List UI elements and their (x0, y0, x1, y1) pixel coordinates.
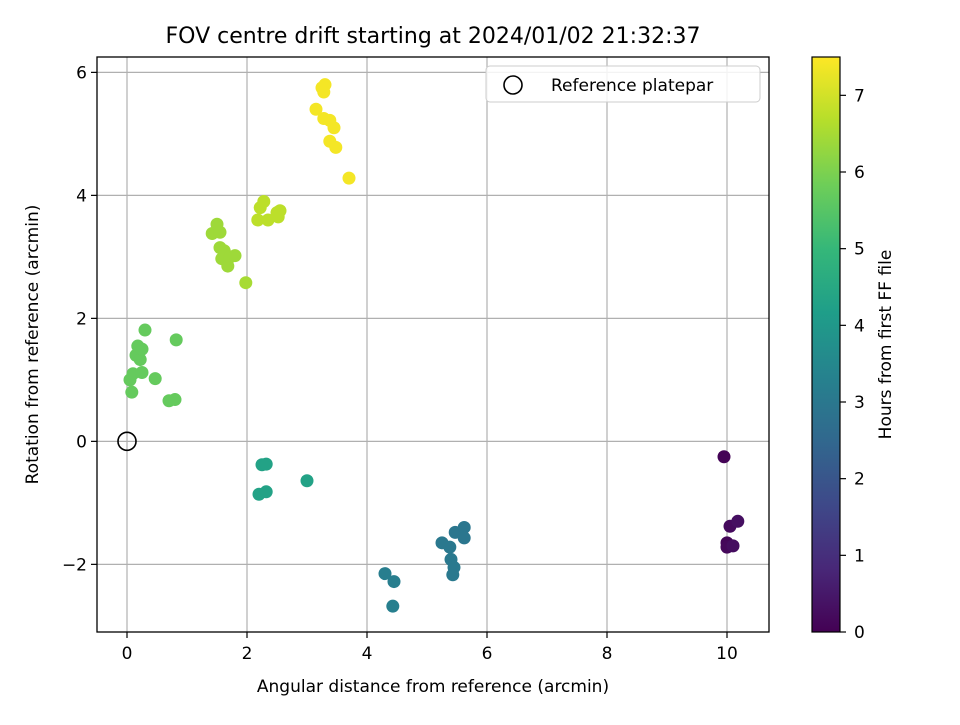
colorbar-label: Hours from first FF file (876, 250, 896, 440)
data-point (257, 195, 271, 209)
y-tick-label: 2 (76, 309, 87, 329)
plot-frame (96, 56, 770, 633)
data-point (446, 568, 460, 582)
x-tick-label: 6 (482, 644, 493, 664)
reference-platepar-marker (117, 431, 137, 452)
data-point (251, 213, 265, 227)
colorbar-tick-label: 5 (854, 240, 865, 260)
data-point (125, 385, 139, 399)
y-axis-label: Rotation from reference (arcmin) (23, 205, 43, 485)
colorbar-frame (811, 56, 841, 633)
data-point (169, 333, 183, 347)
data-point (717, 450, 731, 464)
colorbar-tick-label: 3 (854, 393, 865, 413)
data-point (378, 567, 392, 581)
legend-entry: Reference platepar (551, 76, 713, 96)
data-point (259, 457, 273, 471)
colorbar-tick-label: 1 (854, 546, 865, 566)
data-point (300, 474, 314, 488)
chart-title: FOV centre drift starting at 2024/01/02 … (166, 24, 701, 49)
y-tick-label: 4 (76, 186, 87, 206)
y-tick-label: 6 (76, 63, 87, 83)
colorbar-tick-label: 6 (854, 163, 865, 183)
data-point (317, 85, 331, 99)
x-tick-label: 0 (122, 644, 133, 664)
data-point (457, 531, 471, 545)
colorbar-ticks: 0 1 2 3 4 5 6 7 (840, 86, 865, 643)
legend: Reference platepar (485, 65, 761, 103)
data-point (273, 204, 287, 218)
data-point (135, 342, 149, 356)
data-point (329, 140, 343, 154)
colorbar-tick-label: 7 (854, 86, 865, 106)
colorbar-tick-label: 2 (854, 470, 865, 490)
data-point (135, 365, 149, 379)
y-tick-label: −2 (62, 555, 87, 575)
data-point (259, 485, 273, 499)
data-point (309, 102, 323, 116)
data-point (387, 575, 401, 589)
data-point (148, 372, 162, 386)
data-point (133, 353, 147, 367)
colorbar: 0 1 2 3 4 5 6 7 Hours from first FF file (811, 56, 896, 643)
x-tick-label: 10 (716, 644, 738, 664)
legend-marker (503, 75, 523, 95)
x-tick-label: 4 (362, 644, 373, 664)
data-point (261, 213, 275, 227)
x-tick-label: 8 (602, 644, 613, 664)
data-points (123, 78, 745, 613)
data-point (457, 520, 471, 534)
data-point (386, 599, 400, 613)
data-point (342, 171, 356, 185)
y-tick-label: 0 (76, 432, 87, 452)
data-point (726, 539, 740, 553)
data-point (228, 249, 242, 263)
y-axis-ticks: −2 0 2 4 6 (62, 63, 97, 575)
data-point (213, 225, 227, 239)
data-point (168, 393, 182, 407)
data-point (443, 540, 457, 554)
legend-box (485, 65, 761, 103)
colorbar-tick-label: 4 (854, 316, 865, 336)
x-axis-ticks: 0 2 4 6 8 10 (122, 632, 738, 664)
data-point (239, 276, 253, 290)
colorbar-tick-label: 0 (854, 623, 865, 643)
x-axis-label: Angular distance from reference (arcmin) (257, 677, 609, 697)
data-point (327, 121, 341, 135)
colorbar-gradient (812, 57, 840, 632)
x-tick-label: 2 (242, 644, 253, 664)
data-point (731, 514, 745, 528)
data-point (138, 323, 152, 337)
